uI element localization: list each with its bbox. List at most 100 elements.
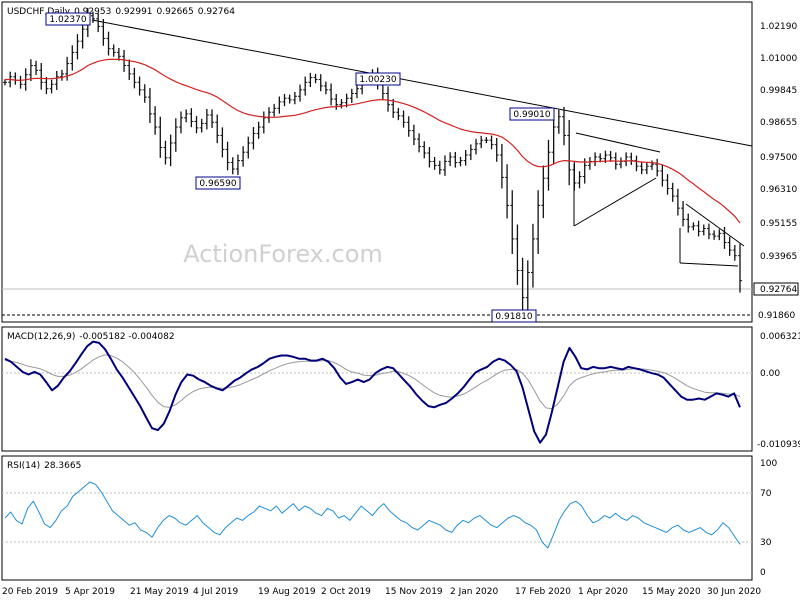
price-bar	[484, 137, 489, 144]
price-bar	[505, 164, 510, 219]
wedge-lower-line	[679, 262, 739, 267]
price-bar	[706, 223, 711, 240]
price-bar	[520, 257, 525, 311]
rsi-line	[4, 481, 741, 549]
price-bar	[499, 143, 504, 189]
x-axis: 20 Feb 2019 5 Apr 2019 21 May 2019 4 Jul…	[2, 587, 761, 597]
price-bar	[525, 260, 530, 310]
x-tick: 19 Aug 2019	[258, 587, 316, 597]
price-bar	[442, 155, 447, 176]
price-tick: 0.93965	[760, 252, 797, 262]
macd-tick: 0.006321	[760, 332, 800, 342]
chart-title-symbol: USDCHF,Daily	[7, 7, 71, 17]
price-bar	[422, 141, 427, 159]
price-bar	[474, 138, 479, 155]
price-bar	[235, 154, 240, 176]
macd-line	[4, 340, 741, 444]
price-bar	[738, 243, 742, 293]
price-bar	[287, 94, 292, 104]
price-bar	[256, 121, 261, 139]
resistance-trendline	[91, 19, 753, 147]
price-bar	[530, 223, 535, 288]
price-bar	[670, 182, 675, 202]
rsi-tick: 0	[760, 568, 766, 578]
rsi-tick: 100	[760, 459, 777, 469]
annotation-box-high3	[509, 107, 555, 121]
macd-axis: 0.006321 0.00 -0.010939	[757, 332, 800, 450]
x-tick: 4 Jul 2019	[193, 587, 238, 597]
price-bar	[230, 157, 235, 175]
macd-label-values: -0.005182 -0.004082	[79, 332, 174, 342]
annotation-box-low2	[491, 309, 537, 323]
price-bar	[59, 69, 64, 81]
price-reference-lines	[2, 19, 753, 316]
price-bar	[215, 114, 220, 144]
price-bar	[184, 109, 189, 123]
price-bar	[417, 133, 422, 153]
price-bar	[515, 224, 520, 285]
price-bar	[272, 103, 277, 117]
price-bar	[54, 70, 59, 90]
macd-label: MACD(12,26,9) -0.005182 -0.004082	[7, 332, 175, 342]
x-tick: 2 Jan 2020	[450, 587, 498, 597]
price-bar	[298, 84, 303, 102]
price-tick: 1.02190	[760, 22, 797, 32]
rsi-tick: 30	[760, 538, 772, 548]
price-bar	[111, 44, 116, 57]
price-tick: 0.97500	[760, 153, 797, 163]
price-bar	[479, 135, 484, 149]
price-bars	[3, 7, 742, 311]
price-bar	[282, 93, 287, 107]
macd-tick: -0.010939	[757, 440, 800, 450]
price-tick: 0.96310	[760, 185, 797, 195]
annotation-high: 1.02370	[49, 15, 86, 25]
price-bar	[696, 220, 701, 237]
price-bar	[241, 146, 246, 167]
annotation-low2: 0.91810	[495, 312, 532, 322]
price-bar	[681, 201, 686, 227]
price-bar	[463, 149, 468, 166]
price-bar	[158, 116, 163, 158]
price-bar	[303, 76, 308, 96]
price-bar	[178, 111, 183, 134]
current-price-label: 0.92764	[760, 285, 797, 295]
price-bar	[204, 108, 209, 130]
price-bar	[675, 188, 680, 216]
price-bar	[567, 120, 572, 186]
moving-average-line	[5, 58, 741, 224]
price-bar	[406, 116, 411, 137]
price-bar	[313, 73, 318, 84]
price-bar	[127, 59, 132, 80]
price-bar	[354, 84, 359, 99]
price-bar	[308, 72, 313, 88]
price-bar	[28, 59, 33, 82]
macd-tick: 0.00	[760, 369, 780, 379]
price-bar	[39, 62, 44, 90]
x-tick: 2 Oct 2019	[321, 587, 371, 597]
rsi-axis: 100 70 30 0	[760, 459, 777, 578]
price-bar	[411, 124, 416, 146]
price-bar	[349, 88, 354, 103]
price-tick: 1.01000	[760, 54, 797, 64]
price-bar	[90, 11, 95, 23]
rsi-panel-frame	[1, 455, 753, 581]
price-bar	[3, 79, 7, 86]
triangle-upper-line	[575, 132, 661, 153]
price-tick: 0.95155	[760, 219, 797, 229]
price-bar	[44, 76, 49, 95]
price-bar	[292, 91, 297, 105]
price-bar	[339, 98, 344, 109]
x-tick: 5 Apr 2019	[65, 587, 115, 597]
price-bar	[101, 19, 106, 46]
price-bar	[732, 245, 737, 261]
annotation-box-high2	[355, 72, 401, 86]
price-bar	[701, 224, 706, 236]
price-bar	[189, 108, 194, 128]
price-bar	[437, 160, 442, 175]
price-bar	[727, 236, 732, 256]
price-bar	[639, 161, 644, 175]
price-bar	[494, 137, 499, 162]
x-tick: 21 May 2019	[130, 587, 189, 597]
